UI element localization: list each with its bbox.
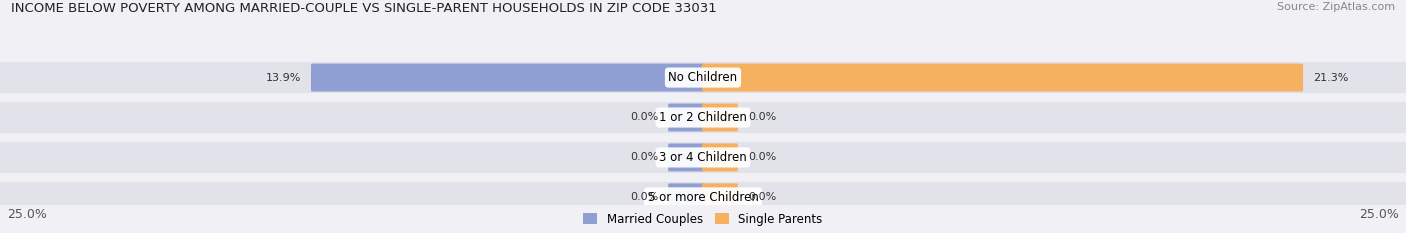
FancyBboxPatch shape [0, 182, 1406, 213]
FancyBboxPatch shape [0, 62, 1406, 93]
FancyBboxPatch shape [0, 102, 1406, 133]
Text: 25.0%: 25.0% [1360, 208, 1399, 221]
FancyBboxPatch shape [311, 64, 704, 92]
FancyBboxPatch shape [668, 183, 704, 211]
FancyBboxPatch shape [0, 142, 1406, 173]
Text: 13.9%: 13.9% [266, 72, 301, 82]
FancyBboxPatch shape [702, 144, 738, 171]
Text: Source: ZipAtlas.com: Source: ZipAtlas.com [1277, 2, 1395, 12]
Text: 21.3%: 21.3% [1313, 72, 1348, 82]
Text: 0.0%: 0.0% [630, 113, 658, 123]
Text: INCOME BELOW POVERTY AMONG MARRIED-COUPLE VS SINGLE-PARENT HOUSEHOLDS IN ZIP COD: INCOME BELOW POVERTY AMONG MARRIED-COUPL… [11, 2, 717, 15]
FancyBboxPatch shape [702, 64, 1303, 92]
Text: 3 or 4 Children: 3 or 4 Children [659, 151, 747, 164]
Text: 1 or 2 Children: 1 or 2 Children [659, 111, 747, 124]
Text: No Children: No Children [668, 71, 738, 84]
Text: 0.0%: 0.0% [748, 152, 776, 162]
Text: 0.0%: 0.0% [630, 152, 658, 162]
Legend: Married Couples, Single Parents: Married Couples, Single Parents [583, 212, 823, 226]
Text: 0.0%: 0.0% [748, 192, 776, 202]
Text: 25.0%: 25.0% [7, 208, 46, 221]
FancyBboxPatch shape [702, 183, 738, 211]
FancyBboxPatch shape [702, 103, 738, 131]
Text: 5 or more Children: 5 or more Children [648, 191, 758, 204]
FancyBboxPatch shape [668, 103, 704, 131]
Text: 0.0%: 0.0% [630, 192, 658, 202]
FancyBboxPatch shape [668, 144, 704, 171]
Text: 0.0%: 0.0% [748, 113, 776, 123]
